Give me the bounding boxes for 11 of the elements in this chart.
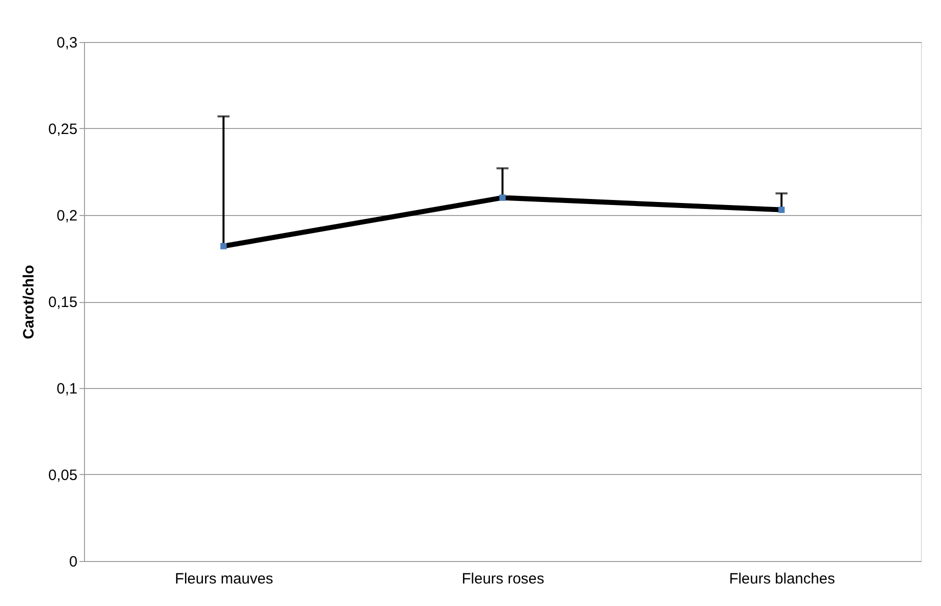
y-tick-label: 0,05 bbox=[48, 467, 78, 484]
y-tick-label: 0,15 bbox=[48, 294, 78, 311]
y-tick-label: 0 bbox=[69, 554, 78, 570]
y-axis-title: Carot/chlo bbox=[20, 264, 38, 340]
y-tick-label: 0,1 bbox=[56, 380, 78, 398]
x-tick-label: Fleurs mauves bbox=[174, 570, 274, 588]
x-tick-label: Fleurs blanches bbox=[729, 570, 835, 588]
y-tick-label: 0,2 bbox=[56, 208, 78, 224]
y-tick-label: 0,3 bbox=[56, 34, 78, 52]
y-tick-label: 0,25 bbox=[48, 121, 78, 138]
x-tick-label: Fleurs roses bbox=[462, 570, 544, 588]
